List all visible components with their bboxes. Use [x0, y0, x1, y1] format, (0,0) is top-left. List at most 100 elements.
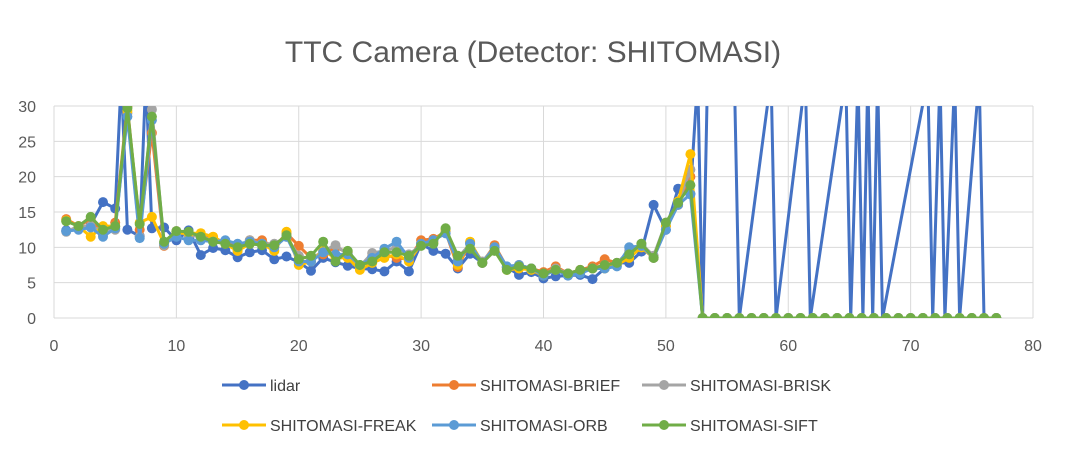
- data-point: [526, 263, 537, 274]
- data-point: [257, 240, 267, 251]
- data-point: [428, 238, 439, 249]
- data-point: [367, 256, 378, 267]
- y-tick-label: 5: [27, 276, 36, 293]
- x-tick-label: 80: [1024, 338, 1042, 355]
- data-point: [636, 238, 647, 249]
- data-point: [758, 313, 769, 318]
- data-point: [440, 248, 451, 259]
- data-point: [146, 211, 157, 222]
- data-point: [979, 313, 989, 318]
- data-point: [330, 256, 341, 267]
- data-point: [281, 230, 292, 241]
- legend-label: SHITOMASI-FREAK: [270, 418, 417, 435]
- data-point: [844, 313, 855, 318]
- data-point: [881, 313, 892, 318]
- y-tick-label: 15: [18, 205, 36, 222]
- data-point: [587, 263, 598, 274]
- data-point: [85, 231, 96, 242]
- x-tick-label: 0: [50, 338, 59, 355]
- data-point: [868, 313, 879, 318]
- data-point: [269, 254, 280, 265]
- data-point: [452, 250, 463, 261]
- chart-title: TTC Camera (Detector: SHITOMASI): [285, 36, 781, 69]
- data-point: [244, 238, 255, 249]
- legend-label: SHITOMASI-SIFT: [690, 418, 818, 435]
- data-point: [306, 265, 316, 276]
- data-point: [122, 106, 133, 114]
- data-point: [685, 149, 696, 160]
- data-point: [134, 219, 145, 229]
- data-point: [61, 216, 72, 227]
- data-point: [232, 242, 243, 253]
- data-point: [342, 245, 353, 256]
- y-tick-label: 20: [18, 170, 36, 187]
- data-point: [783, 313, 794, 318]
- data-point: [893, 313, 904, 318]
- data-point: [930, 313, 941, 318]
- data-point: [61, 226, 72, 237]
- data-point: [697, 313, 708, 318]
- data-point: [134, 233, 145, 244]
- data-point: [244, 247, 255, 258]
- data-point: [220, 238, 231, 249]
- legend-label: lidar: [270, 378, 301, 395]
- data-point: [208, 236, 219, 247]
- data-point: [281, 251, 292, 262]
- x-tick-label: 70: [902, 338, 920, 355]
- y-tick-label: 30: [18, 99, 36, 116]
- legend-item: SHITOMASI-BRIEF: [432, 378, 620, 395]
- data-point: [73, 221, 84, 232]
- data-point: [110, 221, 121, 232]
- data-point: [942, 313, 953, 318]
- data-point: [966, 313, 977, 318]
- data-point: [98, 231, 108, 242]
- series-shitomasi-sift: [61, 106, 1002, 318]
- legend-item: SHITOMASI-ORB: [432, 418, 608, 435]
- data-point: [648, 252, 659, 263]
- legend-label: SHITOMASI-BRISK: [690, 378, 831, 395]
- data-point: [771, 313, 781, 318]
- data-point: [648, 199, 659, 210]
- legend-marker: [449, 380, 459, 390]
- data-point: [85, 211, 96, 222]
- data-point: [954, 313, 965, 318]
- x-tick-label: 50: [657, 338, 675, 355]
- legend-item: SHITOMASI-SIFT: [642, 418, 818, 435]
- data-point: [342, 260, 353, 271]
- data-point: [660, 217, 671, 228]
- data-point: [379, 266, 390, 277]
- series-group: [61, 106, 1002, 318]
- data-point: [293, 254, 304, 265]
- data-point: [318, 247, 329, 258]
- data-point: [917, 313, 928, 318]
- data-point: [85, 222, 96, 233]
- data-point: [856, 313, 867, 318]
- data-point: [685, 180, 696, 191]
- data-point: [587, 274, 598, 285]
- legend-item: lidar: [222, 378, 301, 395]
- data-point: [428, 245, 439, 256]
- legend: lidar SHITOMASI-BRIEF SHITOMASI-BRISK SHITO…: [222, 378, 831, 435]
- data-point: [538, 268, 549, 279]
- data-point: [501, 264, 512, 275]
- data-point: [391, 236, 402, 247]
- data-point: [514, 261, 524, 272]
- y-tick-label: 25: [18, 134, 36, 151]
- legend-marker: [239, 420, 249, 430]
- data-point: [746, 313, 757, 318]
- data-point: [440, 223, 451, 234]
- legend-marker: [659, 380, 669, 390]
- data-point: [709, 313, 720, 318]
- x-tick-label: 30: [412, 338, 430, 355]
- data-point: [293, 240, 304, 251]
- y-tick-label: 0: [27, 311, 36, 328]
- data-point: [905, 313, 916, 318]
- data-point: [599, 260, 610, 270]
- data-point: [306, 250, 316, 261]
- data-point: [807, 313, 818, 318]
- data-point: [391, 247, 402, 258]
- data-point: [991, 313, 1002, 318]
- axes: 0 5 10 15 20 25 30 0 10 20 30 40 50 60 70 80: [18, 99, 1042, 355]
- data-point: [330, 240, 341, 251]
